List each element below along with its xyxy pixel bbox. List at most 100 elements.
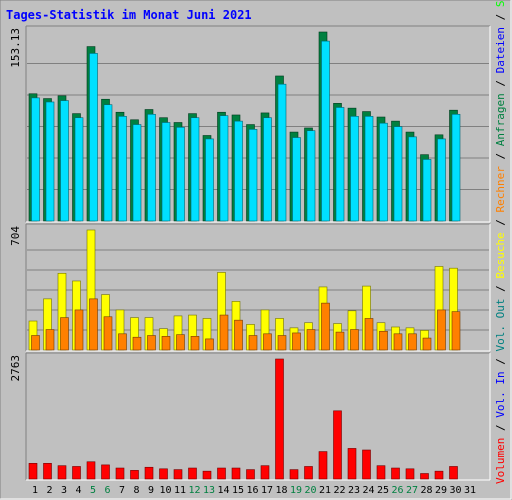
day-label-23: 23 (348, 485, 360, 496)
bar-rechner-day-27 (408, 333, 417, 351)
bar-rechner-day-7 (118, 333, 127, 351)
bar-dateien-day-26 (393, 126, 403, 222)
day-label-1: 1 (32, 485, 38, 496)
day-label-17: 17 (261, 485, 273, 496)
bar-dateien-day-8 (132, 124, 142, 222)
bar-dateien-day-3 (60, 100, 69, 222)
day-label-30: 30 (449, 485, 461, 496)
bar-rechner-day-17 (263, 333, 272, 351)
bar-volumen-day-25 (376, 465, 386, 480)
bar-rechner-day-10 (161, 336, 171, 351)
day-label-6: 6 (104, 485, 110, 496)
legend-separator: / (494, 14, 507, 21)
bar-dateien-day-18 (277, 83, 287, 222)
legend-separator: / (494, 285, 507, 292)
bar-volumen-day-14 (217, 467, 226, 480)
bar-dateien-day-10 (161, 122, 171, 222)
panel-requests-files: 153.13 (9, 25, 491, 223)
bar-dateien-day-14 (219, 115, 229, 222)
legend-separator: / (494, 153, 507, 160)
bar-volumen-day-6 (101, 464, 110, 480)
bar-volumen-day-21 (318, 451, 328, 480)
legend-seiten: Seiten (494, 0, 507, 14)
bar-rechner-day-16 (248, 335, 258, 351)
day-label-7: 7 (119, 485, 125, 496)
bar-volumen-day-8 (130, 470, 139, 480)
bar-rechner-day-26 (393, 333, 403, 351)
rotated-legend: Volumen / Vol. In / Vol. Out / Besuche /… (494, 0, 507, 484)
bar-volumen-day-20 (304, 466, 313, 480)
day-label-3: 3 (61, 485, 67, 496)
bar-dateien-day-24 (364, 116, 374, 222)
bar-volumen-day-1 (28, 463, 38, 480)
bar-volumen-day-13 (202, 470, 212, 480)
legend-text: Volumen / Vol. In / Vol. Out / Besuche /… (494, 0, 507, 484)
legend-dateien: Dateien (494, 20, 507, 80)
bar-dateien-day-13 (205, 138, 214, 222)
legend-besuche: Besuche (494, 226, 507, 286)
bar-volumen-day-30 (449, 466, 458, 480)
bar-dateien-day-5 (89, 53, 98, 222)
day-label-28: 28 (420, 485, 432, 496)
legend-separator: / (494, 219, 507, 226)
bar-volumen-day-28 (420, 473, 429, 480)
bar-dateien-day-25 (379, 122, 388, 222)
bar-dateien-day-20 (306, 130, 316, 222)
day-label-25: 25 (377, 485, 389, 496)
bar-volumen-day-9 (144, 466, 154, 480)
y-max-label: 704 (9, 226, 22, 246)
bar-volumen-day-15 (231, 467, 241, 480)
bar-volumen-day-11 (173, 469, 183, 480)
bar-dateien-day-2 (45, 101, 55, 222)
bar-dateien-day-4 (74, 117, 84, 222)
x-axis-day-labels: 1 2 3 4 5 6 7 8 9 10 11 12 13 14 15 16 17 18 19 20 21 22 23 24 2… (32, 485, 476, 496)
day-label-2: 2 (46, 485, 52, 496)
bar-volumen-day-26 (391, 467, 400, 480)
panel-volume: 2763 (9, 352, 491, 481)
bar-volumen-day-16 (246, 469, 255, 480)
day-label-9: 9 (148, 485, 154, 496)
bar-rechner-day-21 (321, 302, 330, 351)
day-label-31: 31 (464, 485, 476, 496)
bar-rechner-day-9 (147, 335, 156, 351)
bar-volumen-day-23 (347, 448, 357, 480)
bar-volumen-day-27 (405, 468, 415, 480)
bar-rechner-day-13 (205, 338, 214, 351)
bar-rechner-day-20 (306, 329, 316, 351)
bar-dateien-day-1 (31, 97, 40, 222)
panel-visits-hosts: 704 (9, 223, 491, 352)
bar-dateien-day-9 (147, 113, 156, 222)
bar-volumen-day-22 (333, 410, 342, 480)
bar-rechner-day-23 (350, 329, 359, 351)
legend-separator: / (494, 358, 507, 365)
bar-dateien-day-15 (234, 120, 243, 222)
bar-rechner-day-29 (437, 309, 446, 351)
y-max-label: 2763 (9, 355, 22, 382)
bar-rechner-day-18 (277, 335, 287, 351)
bar-rechner-day-22 (335, 331, 345, 351)
day-label-11: 11 (174, 485, 186, 496)
bar-volumen-day-17 (260, 465, 270, 480)
legend-volumen: Volumen (494, 431, 507, 484)
day-label-21: 21 (319, 485, 331, 496)
chart-title: Tages-Statistik im Monat Juni 2021 (6, 8, 252, 22)
bar-volumen-day-24 (362, 449, 371, 480)
day-label-14: 14 (217, 485, 229, 496)
bar-rechner-day-15 (234, 319, 243, 351)
legend-separator: / (494, 424, 507, 431)
bar-volumen-day-29 (434, 470, 444, 480)
day-label-13: 13 (203, 485, 215, 496)
day-label-27: 27 (406, 485, 418, 496)
chart-panels: 153.13 704 2763 (9, 25, 491, 481)
bar-dateien-day-21 (321, 40, 330, 222)
bar-dateien-day-23 (350, 116, 359, 222)
bar-dateien-day-11 (176, 126, 185, 222)
bar-rechner-day-6 (103, 316, 113, 351)
day-label-12: 12 (188, 485, 200, 496)
day-label-22: 22 (333, 485, 345, 496)
bar-dateien-day-27 (408, 136, 417, 222)
day-label-15: 15 (232, 485, 244, 496)
bar-rechner-day-2 (45, 329, 55, 351)
bar-rechner-day-19 (292, 332, 301, 351)
